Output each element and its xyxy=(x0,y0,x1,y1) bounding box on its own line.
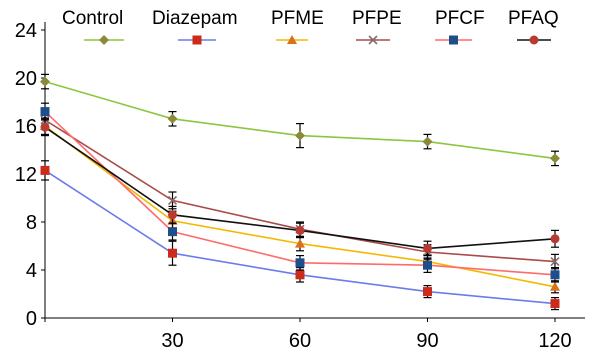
legend-item-diazepam: Diazepam xyxy=(152,8,238,45)
data-point-marker xyxy=(422,136,433,147)
data-point-marker xyxy=(295,225,305,235)
data-point-marker xyxy=(40,122,50,132)
legend-label: Control xyxy=(62,8,123,29)
legend: Control Diazepam PFME PFPE PFCF PFAQ xyxy=(62,8,559,45)
legend-label: PFCF xyxy=(435,8,485,29)
data-point-marker xyxy=(40,107,50,117)
data-point-marker xyxy=(40,165,50,175)
legend-marker xyxy=(192,35,202,45)
data-point-marker xyxy=(168,210,177,220)
data-point-marker xyxy=(423,243,432,253)
y-tick-label: 24 xyxy=(15,20,37,42)
data-point-marker xyxy=(550,153,560,164)
data-point-marker xyxy=(295,130,305,141)
y-tick-label: 4 xyxy=(26,260,37,282)
data-point-marker xyxy=(168,227,177,237)
series-group xyxy=(40,73,560,311)
x-tick-label: 30 xyxy=(161,330,183,352)
series-pfcf xyxy=(40,102,560,283)
series-pfaq xyxy=(40,118,560,257)
data-point-marker xyxy=(295,258,305,268)
series-control xyxy=(40,73,560,167)
legend-item-pfaq: PFAQ xyxy=(508,8,559,45)
legend-item-control: Control xyxy=(62,8,124,45)
legend-marker xyxy=(529,35,539,45)
y-tick-label: 8 xyxy=(26,212,37,234)
data-point-marker xyxy=(167,113,178,124)
legend-label: Diazepam xyxy=(152,8,238,29)
data-point-marker xyxy=(40,76,50,87)
data-point-marker xyxy=(167,195,178,205)
x-tick-label: 120 xyxy=(538,330,571,352)
x-tick-label: 60 xyxy=(289,330,311,352)
series-diazepam xyxy=(40,160,560,311)
data-point-marker xyxy=(550,299,560,309)
legend-marker xyxy=(99,35,109,45)
legend-marker xyxy=(368,35,378,45)
data-point-marker xyxy=(550,270,560,280)
axes: 0 4 8 12 16 20 24 30 60 90 120 xyxy=(15,20,585,352)
data-point-marker xyxy=(550,257,560,267)
data-point-marker xyxy=(423,287,432,297)
legend-item-pfpe: PFPE xyxy=(352,8,402,45)
data-point-marker xyxy=(550,234,560,244)
legend-item-pfcf: PFCF xyxy=(435,8,485,45)
y-tick-label: 20 xyxy=(15,68,37,90)
legend-label: PFME xyxy=(271,8,324,29)
x-tick-label: 90 xyxy=(416,330,438,352)
data-point-marker xyxy=(550,281,560,291)
data-point-marker xyxy=(295,270,305,280)
legend-marker xyxy=(287,35,297,44)
data-point-marker xyxy=(295,238,305,248)
data-point-marker xyxy=(423,260,432,270)
legend-item-pfme: PFME xyxy=(271,8,324,44)
legend-label: PFAQ xyxy=(508,8,559,29)
data-point-marker xyxy=(168,248,177,258)
legend-marker xyxy=(449,35,458,45)
y-tick-label: 0 xyxy=(26,308,37,330)
legend-label: PFPE xyxy=(352,8,402,29)
y-tick-label: 16 xyxy=(15,116,37,138)
y-tick-label: 12 xyxy=(15,164,37,186)
